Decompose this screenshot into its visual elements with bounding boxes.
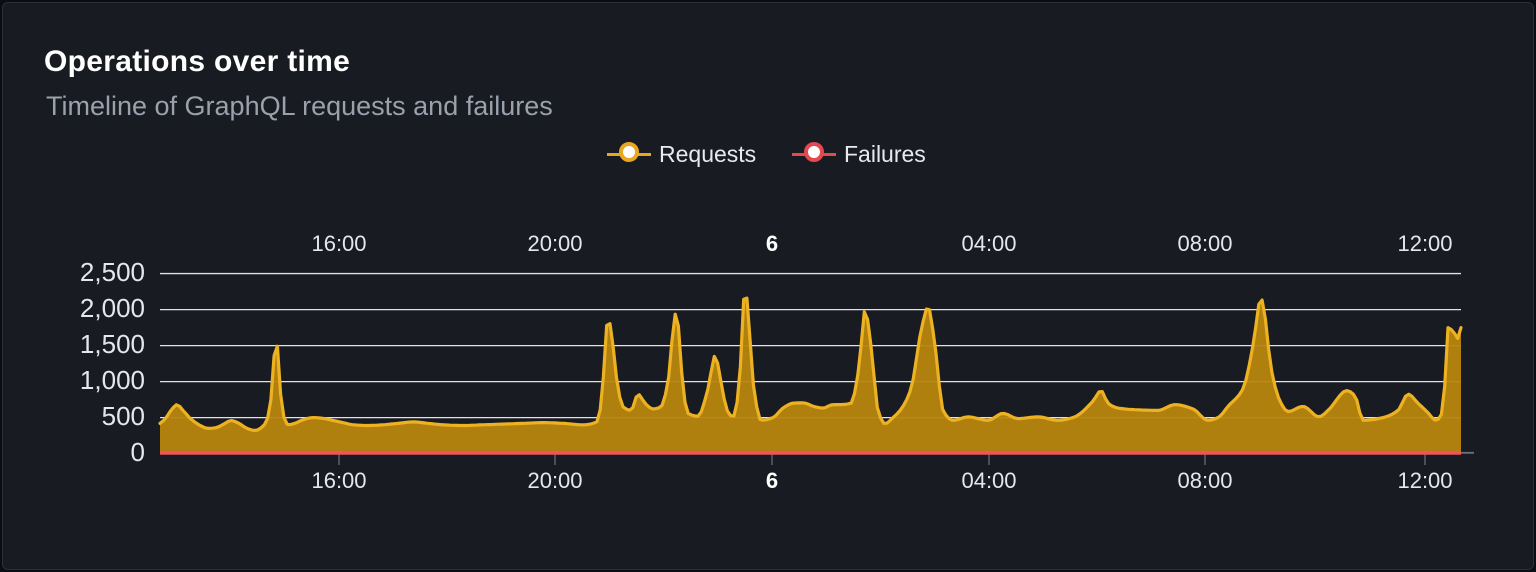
svg-text:04:00: 04:00	[961, 468, 1016, 493]
svg-text:1,000: 1,000	[80, 365, 145, 395]
svg-text:1,500: 1,500	[80, 329, 145, 359]
svg-text:20:00: 20:00	[527, 468, 582, 493]
svg-text:6: 6	[766, 231, 778, 256]
svg-text:08:00: 08:00	[1177, 231, 1232, 256]
svg-text:08:00: 08:00	[1177, 468, 1232, 493]
svg-text:12:00: 12:00	[1397, 231, 1452, 256]
svg-text:6: 6	[766, 468, 778, 493]
svg-text:16:00: 16:00	[311, 231, 366, 256]
svg-text:0: 0	[131, 437, 145, 467]
svg-text:20:00: 20:00	[527, 231, 582, 256]
svg-text:12:00: 12:00	[1397, 468, 1452, 493]
svg-text:04:00: 04:00	[961, 231, 1016, 256]
svg-text:2,500: 2,500	[80, 257, 145, 287]
svg-text:2,000: 2,000	[80, 293, 145, 323]
svg-text:500: 500	[102, 401, 145, 431]
svg-text:16:00: 16:00	[311, 468, 366, 493]
